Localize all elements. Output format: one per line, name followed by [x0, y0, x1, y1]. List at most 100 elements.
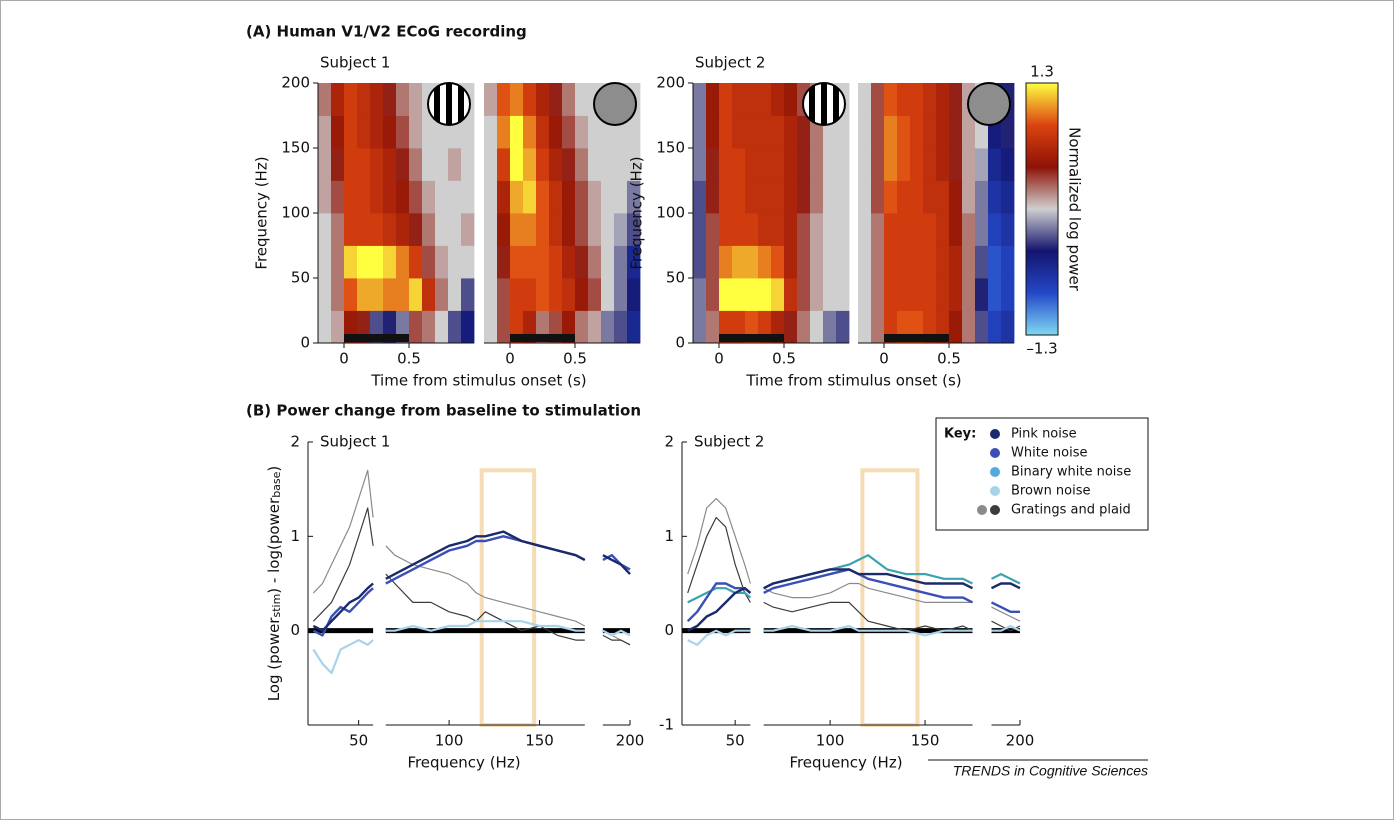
heatmap-cell	[732, 278, 746, 311]
heatmap-cell	[858, 310, 872, 344]
heatmap-cell	[962, 310, 976, 344]
heatmap-cell	[497, 278, 511, 311]
heatmap-cell	[949, 115, 963, 149]
heatmap-cell	[601, 180, 615, 214]
legend-swatch	[990, 429, 1000, 439]
heatmap-cell	[758, 245, 772, 279]
heatmap-cell	[962, 278, 976, 311]
heatmap-cell	[383, 213, 397, 246]
heatmap-cell	[614, 245, 628, 279]
heatmap-cell	[897, 115, 911, 149]
heatmap-cell	[627, 278, 641, 311]
heatmap-cell	[627, 115, 641, 149]
heatmap-cell	[858, 245, 872, 279]
heatmap-cell	[871, 180, 885, 214]
heatmap-cell	[510, 148, 524, 181]
heatmap-cell	[897, 213, 911, 246]
heatmap-cell	[1001, 245, 1015, 279]
heatmap-cell	[510, 83, 524, 116]
stimulus-icon	[427, 82, 471, 126]
heatmap-cell	[871, 310, 885, 344]
heatmap-cell	[706, 278, 720, 311]
y-axis-label-part: stim	[270, 594, 283, 618]
x-axis-label: Time from stimulus onset (s)	[370, 372, 586, 390]
heatmap-cell	[331, 213, 345, 246]
heatmap-cell	[949, 148, 963, 181]
heatmap-cell	[357, 115, 371, 149]
y-tick-label: 50	[666, 269, 685, 287]
heatmap-cell	[823, 310, 837, 344]
grating-stripe	[434, 83, 440, 125]
heatmap-cell	[784, 245, 798, 279]
x-axis-label: Frequency (Hz)	[789, 754, 902, 772]
heatmap-cell	[549, 278, 563, 311]
heatmap-cell	[357, 213, 371, 246]
x-tick-label: 200	[616, 732, 645, 750]
heatmap-cell	[588, 245, 602, 279]
y-tick-label: 200	[281, 74, 310, 92]
heatmap-cell	[745, 83, 759, 116]
colorbar-tick-label: 1.3	[1030, 63, 1054, 81]
heatmap-cell	[823, 213, 837, 246]
heatmap-cell	[784, 278, 798, 311]
heatmap-cell	[797, 213, 811, 246]
heatmap-cell	[897, 245, 911, 279]
heatmap-cell	[975, 213, 989, 246]
stimulus-bar	[719, 334, 784, 342]
heatmap-cell	[936, 180, 950, 214]
x-tick-label: 50	[349, 732, 368, 750]
heatmap-cell	[858, 83, 872, 116]
y-tick-label: 1	[664, 527, 674, 545]
heatmap-cell	[732, 245, 746, 279]
heatmap-cell	[331, 245, 345, 279]
legend-label: Pink noise	[1011, 427, 1077, 442]
heatmap-cell	[910, 278, 924, 311]
heatmap-cell	[614, 278, 628, 311]
legend-label: White noise	[1011, 446, 1088, 461]
heatmap-cell	[422, 148, 436, 181]
heatmap-cell	[549, 213, 563, 246]
y-tick-label: 150	[281, 139, 310, 157]
heatmap-cell	[897, 278, 911, 311]
heatmap-cell	[810, 245, 824, 279]
heatmap-cell	[396, 148, 410, 181]
heatmap-cell	[536, 245, 550, 279]
grating	[428, 83, 470, 125]
heatmap-cell	[923, 245, 937, 279]
heatmap-cell	[758, 278, 772, 311]
colorbar-tick-label: –1.3	[1026, 340, 1057, 358]
heatmap-cell	[884, 278, 898, 311]
heatmap-cell	[836, 278, 850, 311]
heatmap-cell	[435, 148, 449, 181]
heatmap-cell	[706, 115, 720, 149]
heatmap-cell	[771, 213, 785, 246]
heatmap-cell	[409, 115, 423, 149]
heatmap-cell	[523, 148, 537, 181]
heatmap-cell	[461, 115, 475, 149]
heatmap-cell	[784, 83, 798, 116]
heatmap-cell	[318, 245, 332, 279]
legend-box	[935, 417, 1149, 531]
heatmap-cell	[370, 115, 384, 149]
heatmap-cell	[745, 245, 759, 279]
y-tick-label: 0	[675, 334, 685, 352]
subject-label: Subject 2	[694, 433, 764, 451]
heatmap-cell	[497, 245, 511, 279]
heatmap-cell	[318, 278, 332, 311]
colorbar-label: Normalized log power	[1066, 127, 1084, 292]
heatmap-cell	[497, 148, 511, 181]
heatmap-cell	[949, 180, 963, 214]
heatmap-cell	[448, 180, 462, 214]
heatmap-cell	[962, 180, 976, 214]
heatmap-cell	[588, 115, 602, 149]
heatmap-cell	[784, 310, 798, 344]
heatmap-cell	[422, 245, 436, 279]
heatmap-cell	[884, 213, 898, 246]
subject-label: Subject 1	[320, 54, 390, 72]
heatmap-cell	[523, 245, 537, 279]
y-tick-label: 150	[656, 139, 685, 157]
heatmap-cell	[884, 115, 898, 149]
footer: TRENDS in Cognitive Sciences	[953, 763, 1148, 779]
y-axis-label: Log (powerstim) - log(powerbase)	[265, 466, 283, 702]
heatmap-cell	[732, 180, 746, 214]
